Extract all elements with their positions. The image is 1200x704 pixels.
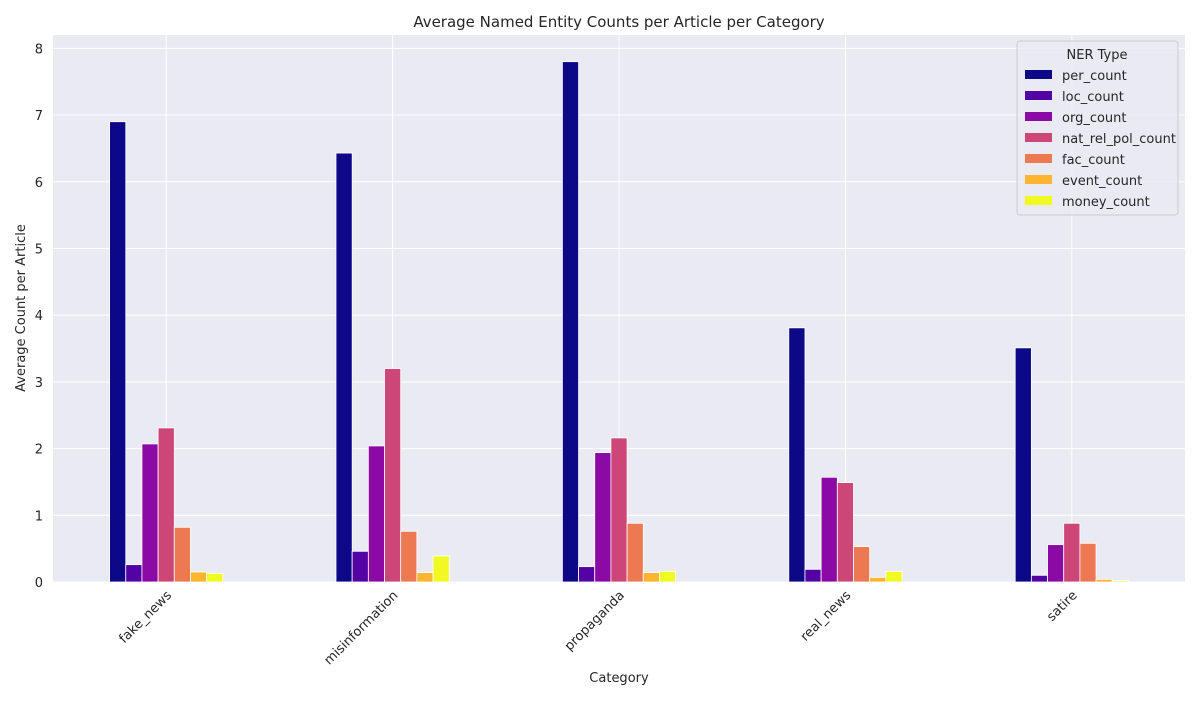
bar-nat_rel_pol_count-propaganda bbox=[610, 437, 628, 583]
bar-org_count-propaganda bbox=[594, 452, 612, 583]
x-axis-label: Category bbox=[589, 671, 649, 686]
bar-fac_count-misinformation bbox=[400, 530, 418, 583]
bar-money_count-satire bbox=[1111, 580, 1129, 583]
bar-nat_rel_pol_count-satire bbox=[1063, 522, 1081, 583]
y-tick-label: 7 bbox=[35, 109, 43, 124]
y-tick-label: 0 bbox=[35, 576, 43, 591]
bar-org_count-fake_news bbox=[141, 443, 159, 583]
legend-swatch-loc_count bbox=[1025, 91, 1052, 100]
y-tick-label: 6 bbox=[35, 176, 43, 191]
bar-nat_rel_pol_count-fake_news bbox=[157, 427, 175, 583]
bar-fac_count-satire bbox=[1079, 542, 1097, 583]
bar-fac_count-fake_news bbox=[173, 526, 191, 583]
bar-org_count-satire bbox=[1047, 544, 1065, 583]
legend-swatch-fac_count bbox=[1025, 154, 1052, 163]
legend-label-loc_count: loc_count bbox=[1062, 90, 1124, 105]
legend-title: NER Type bbox=[1067, 48, 1128, 63]
bar-org_count-real_news bbox=[820, 476, 838, 583]
bar-per_count-misinformation bbox=[335, 152, 353, 583]
bar-event_count-misinformation bbox=[416, 572, 434, 583]
legend: NER Type per_count loc_count org_count nat_… bbox=[1016, 40, 1179, 216]
bar-loc_count-satire bbox=[1030, 574, 1048, 583]
bar-loc_count-real_news bbox=[804, 568, 822, 583]
bar-per_count-real_news bbox=[788, 327, 806, 583]
bar-event_count-satire bbox=[1095, 578, 1113, 583]
legend-swatch-per_count bbox=[1025, 70, 1052, 79]
bar-event_count-fake_news bbox=[190, 571, 208, 583]
bar-loc_count-propaganda bbox=[578, 566, 596, 583]
legend-label-org_count: org_count bbox=[1062, 111, 1127, 126]
y-tick-label: 5 bbox=[35, 242, 43, 257]
bar-loc_count-fake_news bbox=[125, 564, 143, 583]
bar-loc_count-misinformation bbox=[351, 550, 369, 583]
legend-box bbox=[1016, 40, 1179, 216]
legend-swatch-org_count bbox=[1025, 112, 1052, 121]
bar-money_count-real_news bbox=[885, 570, 903, 583]
legend-label-event_count: event_count bbox=[1062, 174, 1142, 189]
bar-fac_count-real_news bbox=[853, 546, 871, 583]
y-tick-label: 1 bbox=[35, 509, 43, 524]
y-axis-label: Average Count per Article bbox=[14, 224, 29, 392]
bar-money_count-propaganda bbox=[659, 570, 677, 583]
y-tick-label: 4 bbox=[35, 309, 43, 324]
bars bbox=[109, 61, 1129, 583]
bar-event_count-real_news bbox=[869, 576, 887, 583]
bar-nat_rel_pol_count-misinformation bbox=[384, 368, 402, 583]
legend-label-nat_rel_pol_count: nat_rel_pol_count bbox=[1062, 132, 1176, 147]
chart-title: Average Named Entity Counts per Article … bbox=[413, 13, 824, 31]
bar-money_count-fake_news bbox=[206, 572, 224, 583]
bar-per_count-propaganda bbox=[562, 61, 579, 583]
bar-per_count-satire bbox=[1014, 347, 1032, 583]
y-tick-label: 3 bbox=[35, 376, 43, 391]
y-tick-label: 8 bbox=[35, 42, 43, 57]
y-tick-label: 2 bbox=[35, 443, 43, 458]
bar-per_count-fake_news bbox=[109, 121, 127, 583]
legend-swatch-nat_rel_pol_count bbox=[1025, 133, 1052, 142]
legend-swatch-event_count bbox=[1025, 175, 1052, 184]
bar-event_count-propaganda bbox=[642, 572, 660, 583]
y-axis-ticks: 0 1 2 3 4 5 6 7 8 bbox=[35, 42, 43, 591]
bar-nat_rel_pol_count-real_news bbox=[836, 482, 854, 583]
bar-fac_count-propaganda bbox=[626, 522, 644, 583]
legend-swatch-money_count bbox=[1025, 196, 1052, 205]
legend-label-money_count: money_count bbox=[1062, 195, 1150, 210]
grid bbox=[53, 35, 1185, 583]
legend-label-fac_count: fac_count bbox=[1062, 153, 1125, 168]
bar-org_count-misinformation bbox=[367, 445, 385, 583]
legend-label-per_count: per_count bbox=[1062, 69, 1127, 84]
bar-money_count-misinformation bbox=[432, 555, 450, 583]
